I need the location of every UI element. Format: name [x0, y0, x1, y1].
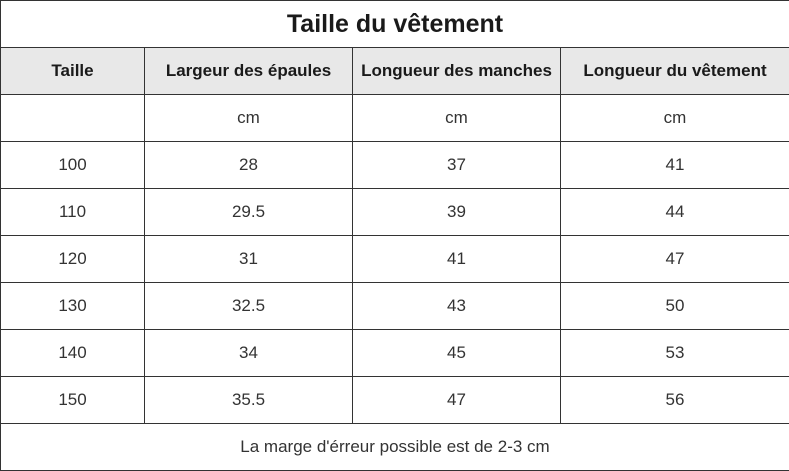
error-margin-note: La marge d'érreur possible est de 2-3 cm [1, 424, 789, 471]
header-garment-length: Longueur du vêtement [561, 48, 789, 95]
table-row: 110 29.5 39 44 [1, 189, 789, 236]
size-cell: 110 [1, 189, 145, 236]
sleeve-cell: 39 [353, 189, 561, 236]
sleeve-cell: 47 [353, 377, 561, 424]
size-cell: 120 [1, 236, 145, 283]
footer-row: La marge d'érreur possible est de 2-3 cm [1, 424, 789, 471]
shoulder-cell: 29.5 [145, 189, 353, 236]
unit-cell: cm [353, 95, 561, 142]
sleeve-cell: 37 [353, 142, 561, 189]
size-cell: 130 [1, 283, 145, 330]
table-row: 150 35.5 47 56 [1, 377, 789, 424]
unit-cell: cm [145, 95, 353, 142]
shoulder-cell: 28 [145, 142, 353, 189]
sleeve-cell: 45 [353, 330, 561, 377]
length-cell: 56 [561, 377, 789, 424]
table-row: 130 32.5 43 50 [1, 283, 789, 330]
size-cell: 140 [1, 330, 145, 377]
table-row: 120 31 41 47 [1, 236, 789, 283]
header-row: Taille Largeur des épaules Longueur des … [1, 48, 789, 95]
unit-cell: cm [561, 95, 789, 142]
shoulder-cell: 32.5 [145, 283, 353, 330]
header-size: Taille [1, 48, 145, 95]
length-cell: 53 [561, 330, 789, 377]
title-row: Taille du vêtement [1, 1, 789, 48]
length-cell: 41 [561, 142, 789, 189]
size-cell: 100 [1, 142, 145, 189]
shoulder-cell: 34 [145, 330, 353, 377]
length-cell: 44 [561, 189, 789, 236]
length-cell: 47 [561, 236, 789, 283]
shoulder-cell: 31 [145, 236, 353, 283]
size-cell: 150 [1, 377, 145, 424]
table-row: 140 34 45 53 [1, 330, 789, 377]
sleeve-cell: 43 [353, 283, 561, 330]
shoulder-cell: 35.5 [145, 377, 353, 424]
table-title: Taille du vêtement [1, 1, 789, 48]
length-cell: 50 [561, 283, 789, 330]
table-row: 100 28 37 41 [1, 142, 789, 189]
header-sleeve-length: Longueur des manches [353, 48, 561, 95]
unit-cell [1, 95, 145, 142]
units-row: cm cm cm [1, 95, 789, 142]
header-shoulder-width: Largeur des épaules [145, 48, 353, 95]
sleeve-cell: 41 [353, 236, 561, 283]
